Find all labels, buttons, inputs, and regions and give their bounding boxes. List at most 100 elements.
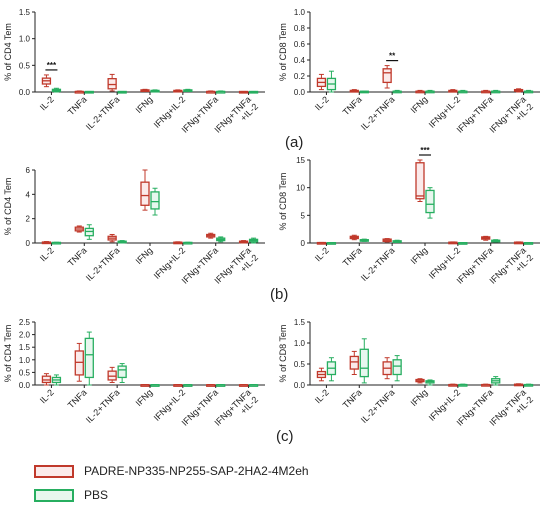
x-tick-label-line: IFNg — [134, 387, 155, 408]
chart-c-cd4: 0.0 0.5 1.0 1.5 2.0 2.5 % of CD4 Tem IL-2 TNFaIL… — [3, 318, 265, 428]
x-tick-label: IL-2 — [313, 245, 331, 263]
x-tick-label-line: IL-2 — [38, 245, 56, 263]
x-tick-label-line: TNFa — [66, 94, 89, 117]
y-tick-label: 0.5 — [19, 368, 31, 377]
x-tick-label: IL-2+TNFa — [84, 245, 122, 283]
box — [349, 355, 359, 370]
legend-label-vaccine: PADRE-NP335-NP255-SAP-2HA2-4M2eh — [84, 464, 309, 478]
y-tick-label: 0.5 — [19, 61, 31, 70]
x-tick-label-line: IL-2 — [313, 94, 331, 112]
y-tick-label: 0.8 — [294, 24, 306, 33]
box — [392, 359, 402, 376]
x-tick-label: IL-2 — [38, 245, 56, 263]
x-tick-label: TNFa — [341, 94, 364, 117]
x-tick-label: IFNg — [409, 387, 430, 408]
x-tick-label: IL-2+TNFa — [84, 94, 122, 132]
x-tick-label-line: IL-2+TNFa — [84, 245, 122, 283]
panel-label-c: (c) — [276, 428, 294, 445]
y-axis-title: % of CD4 Tem — [3, 325, 13, 383]
x-tick-label-line: TNFa — [66, 387, 89, 410]
x-tick-label: IL-2 — [313, 387, 331, 405]
legend-swatch-pbs — [34, 488, 74, 502]
legend-item-vaccine: PADRE-NP335-NP255-SAP-2HA2-4M2eh — [34, 464, 309, 478]
box — [117, 365, 127, 379]
x-tick-label: TNFa — [341, 387, 364, 410]
y-tick-label: 1.0 — [294, 339, 306, 348]
x-tick-label-line: IFNg — [409, 387, 430, 408]
y-tick-label: 0.0 — [294, 88, 306, 97]
legend-label-pbs: PBS — [84, 488, 109, 502]
y-tick-label: 4 — [26, 190, 31, 199]
y-tick-label: 1.5 — [294, 318, 306, 327]
x-tick-label: IFNg — [409, 94, 430, 115]
x-tick-label: IFNg — [409, 245, 430, 266]
x-tick-label-line: IL-2 — [38, 387, 56, 405]
y-tick-label: 15 — [296, 156, 305, 165]
box — [382, 68, 392, 84]
x-tick-label-line: IFNg — [134, 245, 155, 266]
y-tick-label: 0.2 — [294, 72, 306, 81]
x-tick-label: TNFa — [66, 94, 89, 117]
x-tick-label-line: IL-2+TNFa — [84, 387, 122, 425]
box — [84, 337, 94, 379]
y-axis-title: % of CD4 Tem — [3, 23, 13, 81]
x-tick-label-line: TNFa — [66, 245, 89, 268]
x-tick-label: IL-2 — [313, 94, 331, 112]
chart-c-cd8: 0.0 0.5 1.0 1.5 % of CD8 Tem IL-2 TNFaIL-2+TNF… — [278, 318, 540, 428]
chart-a-cd8: 0.0 0.2 0.4 0.6 0.8 1.0 % of CD8 Tem IL-2 TNFaIL… — [278, 8, 540, 135]
y-tick-label: 10 — [296, 184, 305, 193]
box — [140, 181, 150, 206]
x-tick-label-line: TNFa — [341, 387, 364, 410]
box — [425, 189, 435, 214]
x-tick-label: IL-2 — [38, 94, 56, 112]
y-tick-label: 0.0 — [294, 381, 306, 390]
x-tick-label: IFNg — [134, 94, 155, 115]
x-tick-label-line: IL-2 — [313, 245, 331, 263]
x-tick-label: IFNg — [134, 245, 155, 266]
x-tick-label-line: IL-2+TNFa — [84, 94, 122, 132]
box — [150, 191, 160, 210]
x-tick-label-line: TNFa — [341, 245, 364, 268]
y-axis-title: % of CD8 Tem — [278, 173, 288, 231]
y-axis-title: % of CD8 Tem — [278, 325, 288, 383]
y-tick-label: 5 — [301, 211, 306, 220]
y-tick-label: 0 — [301, 239, 306, 248]
y-tick-label: 1.0 — [294, 8, 306, 17]
x-tick-label-line: IFNg — [409, 94, 430, 115]
x-tick-label: TNFa — [341, 245, 364, 268]
y-tick-label: 2 — [26, 215, 31, 224]
x-tick-label-line: IL-2+TNFa — [359, 94, 397, 132]
y-tick-label: 1.0 — [19, 35, 31, 44]
y-tick-label: 0.0 — [19, 381, 31, 390]
box — [107, 78, 117, 90]
significance-label: ** — [389, 52, 396, 61]
significance-label: *** — [420, 146, 430, 155]
x-tick-label-line: IFNg — [134, 94, 155, 115]
y-tick-label: 0.5 — [294, 360, 306, 369]
y-axis-title: % of CD4 Tem — [3, 178, 13, 236]
box — [359, 348, 369, 378]
x-tick-label: IFNg — [134, 387, 155, 408]
x-tick-label: IL-2+TNFa — [359, 94, 397, 132]
y-tick-label: 0.6 — [294, 40, 306, 49]
x-tick-label: TNFa — [66, 245, 89, 268]
y-tick-label: 0.4 — [294, 56, 306, 65]
x-tick-label: IL-2+TNFa — [359, 245, 397, 283]
y-tick-label: 2.0 — [19, 331, 31, 340]
x-tick-label-line: IL-2+TNFa — [359, 387, 397, 425]
y-tick-label: 2.5 — [19, 318, 31, 327]
box — [415, 162, 425, 200]
legend-swatch-vaccine — [34, 464, 74, 478]
x-tick-label-line: IFNg — [409, 245, 430, 266]
x-tick-label: IL-2+TNFa — [359, 387, 397, 425]
chart-a-cd4: 0.0 0.5 1.0 1.5 % of CD4 Tem IL-2 TNFaIL-2+TNF… — [3, 8, 265, 135]
y-tick-label: 1.5 — [19, 343, 31, 352]
x-tick-label-line: TNFa — [341, 94, 364, 117]
x-tick-label-line: IL-2 — [313, 387, 331, 405]
y-tick-label: 1.5 — [19, 8, 31, 17]
panel-label-b: (b) — [270, 286, 289, 303]
legend-item-pbs: PBS — [34, 488, 108, 502]
